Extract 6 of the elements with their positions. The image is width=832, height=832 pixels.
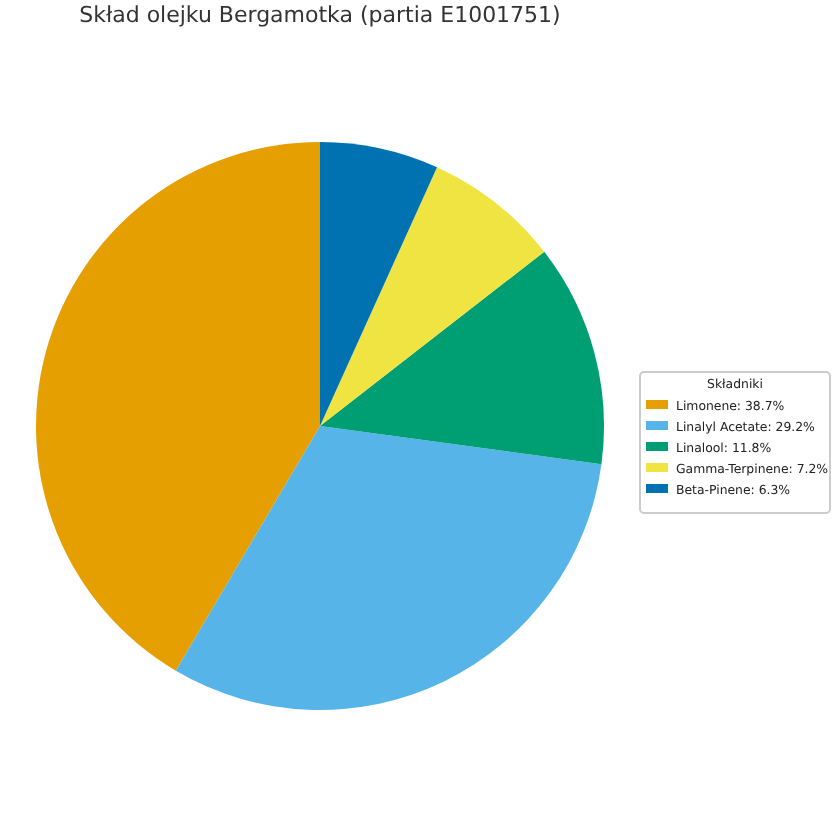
chart-title: Skład olejku Bergamotka (partia E1001751) bbox=[79, 2, 561, 28]
pie-slice bbox=[320, 142, 438, 426]
pie-slice bbox=[36, 142, 320, 671]
pie-slice bbox=[175, 426, 602, 710]
pie-slice bbox=[320, 251, 604, 465]
pie-slice bbox=[320, 167, 545, 426]
